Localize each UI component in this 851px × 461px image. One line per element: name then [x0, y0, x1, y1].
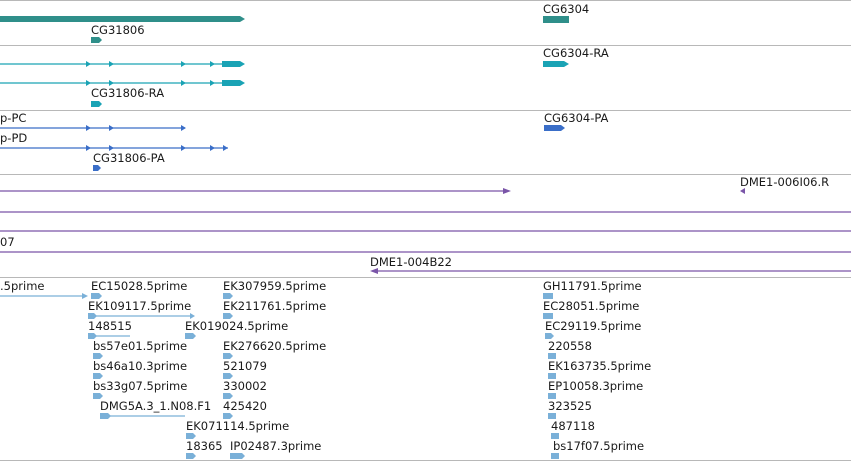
transcript-label-cg31806-pa[interactable]: CG31806-PA [93, 151, 165, 165]
est-label[interactable]: DMG5A.3_1.N08.F1 [100, 399, 212, 413]
gene-cg6304-bar[interactable] [543, 16, 569, 23]
gene-cg31806-bar[interactable] [0, 16, 245, 22]
est-label[interactable]: EK307959.5prime [223, 279, 327, 293]
est-label[interactable]: 323525 [548, 399, 592, 413]
track-divider [0, 0, 851, 1]
clone-label-07[interactable]: 07 [0, 235, 15, 249]
track-divider [0, 110, 851, 111]
transcript-label-cg6304-pa[interactable]: CG6304-PA [544, 111, 609, 125]
gene-glyphs [0, 16, 569, 43]
est-label[interactable]: 521079 [223, 359, 267, 373]
est-label[interactable]: EK276620.5prime [223, 339, 327, 353]
transcript-ra-glyphs [0, 61, 569, 107]
est-label[interactable]: 487118 [551, 419, 595, 433]
est-label[interactable]: bs46a10.3prime [93, 359, 188, 373]
est-label[interactable]: 330002 [223, 379, 267, 393]
gene-cg31806-small[interactable] [91, 37, 102, 43]
est-label[interactable]: EK109117.5prime [88, 299, 192, 313]
est-label[interactable]: EP10058.3prime [548, 379, 644, 393]
track-divider [0, 174, 851, 175]
est-label[interactable]: bs33g07.5prime [93, 379, 188, 393]
gene-label-cg31806[interactable]: CG31806 [91, 23, 145, 37]
clone-label-dme1-004b22[interactable]: DME1-004B22 [370, 255, 452, 269]
est-label[interactable]: 425420 [223, 399, 267, 413]
transcript-label-pc[interactable]: p-PC [0, 111, 27, 125]
est-label[interactable]: EC28051.5prime [543, 299, 640, 313]
est-label[interactable]: EC29119.5prime [545, 319, 642, 333]
track-divider [0, 277, 851, 278]
est-label[interactable]: .5prime [0, 279, 45, 293]
est-label[interactable]: EK211761.5prime [223, 299, 327, 313]
est-label[interactable]: EC15028.5prime [91, 279, 188, 293]
est-label[interactable]: IP02487.3prime [230, 439, 322, 453]
transcript-label-cg31806-ra[interactable]: CG31806-RA [91, 86, 165, 100]
est-label[interactable]: EK163735.5prime [548, 359, 652, 373]
est-glyphs [0, 293, 559, 459]
est-label[interactable]: 148515 [88, 319, 132, 333]
track-divider [0, 45, 851, 46]
est-label[interactable]: EK071114.5prime [186, 419, 290, 433]
gene-label-cg6304[interactable]: CG6304 [543, 2, 590, 16]
transcript-label-pd[interactable]: p-PD [0, 131, 28, 145]
est-label[interactable]: bs57e01.5prime [93, 339, 188, 353]
est-label[interactable]: 220558 [548, 339, 592, 353]
est-label[interactable]: 18365 [186, 439, 223, 453]
est-label[interactable]: bs17f07.5prime [553, 439, 645, 453]
clone-label-dme1-006i06[interactable]: DME1-006I06.R [740, 175, 830, 189]
transcript-label-cg6304-ra[interactable]: CG6304-RA [543, 46, 609, 60]
transcript-pa-glyphs [0, 125, 565, 171]
est-label[interactable]: EK019024.5prime [185, 319, 289, 333]
clone-glyphs [0, 188, 851, 274]
est-label[interactable]: GH11791.5prime [543, 279, 642, 293]
